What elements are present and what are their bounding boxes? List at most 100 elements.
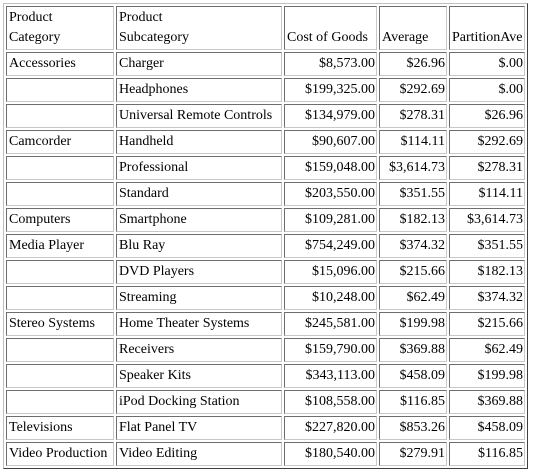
cell-product-category xyxy=(6,260,114,284)
header-partition-ave: PartitionAve xyxy=(449,6,525,50)
cell-partition-ave: $199.98 xyxy=(449,364,525,388)
cell-product-subcategory: Streaming xyxy=(116,286,282,310)
table-row: Televisions Flat Panel TV $227,820.00 $853.… xyxy=(6,416,525,440)
cell-product-subcategory: Receivers xyxy=(116,338,282,362)
cell-product-category xyxy=(6,156,114,180)
header-product-category-line2: Category xyxy=(9,30,61,45)
cell-cost-of-goods: $343,113.00 xyxy=(284,364,377,388)
cell-product-subcategory: Flat Panel TV xyxy=(116,416,282,440)
cell-product-category: Camcorder xyxy=(6,130,114,154)
cell-product-category: Stereo Systems xyxy=(6,312,114,336)
cell-cost-of-goods: $159,048.00 xyxy=(284,156,377,180)
cell-partition-ave: $374.32 xyxy=(449,286,525,310)
header-cost-of-goods: Cost of Goods xyxy=(284,6,377,50)
cell-product-category xyxy=(6,182,114,206)
cell-product-subcategory: Professional xyxy=(116,156,282,180)
cell-average: $369.88 xyxy=(379,338,447,362)
cell-product-subcategory: iPod Docking Station xyxy=(116,390,282,414)
cell-cost-of-goods: $754,249.00 xyxy=(284,234,377,258)
cell-cost-of-goods: $203,550.00 xyxy=(284,182,377,206)
cell-cost-of-goods: $227,820.00 xyxy=(284,416,377,440)
table-row: Computers Smartphone $109,281.00 $182.13 $3,… xyxy=(6,208,525,232)
cell-cost-of-goods: $109,281.00 xyxy=(284,208,377,232)
cell-average: $853.26 xyxy=(379,416,447,440)
cell-cost-of-goods: $90,607.00 xyxy=(284,130,377,154)
cell-product-category xyxy=(6,286,114,310)
cell-average: $26.96 xyxy=(379,52,447,76)
cell-product-category xyxy=(6,78,114,102)
header-product-category-line1: Product xyxy=(9,10,53,25)
cell-partition-ave: $.00 xyxy=(449,78,525,102)
header-product-category: Product Category xyxy=(6,6,114,50)
header-average: Average xyxy=(379,6,447,50)
cell-product-category: Video Production xyxy=(6,442,114,466)
cell-product-subcategory: Video Editing xyxy=(116,442,282,466)
table-row: Streaming $10,248.00 $62.49 $374.32 xyxy=(6,286,525,310)
table-row: Media Player Blu Ray $754,249.00 $374.32 $35… xyxy=(6,234,525,258)
cell-average: $114.11 xyxy=(379,130,447,154)
report-table: Product Category Product Subcategory Cost … xyxy=(3,3,528,469)
table-header: Product Category Product Subcategory Cost … xyxy=(6,6,525,50)
cell-product-category: Televisions xyxy=(6,416,114,440)
cell-product-category xyxy=(6,390,114,414)
cell-partition-ave: $458.09 xyxy=(449,416,525,440)
cell-product-subcategory: Smartphone xyxy=(116,208,282,232)
cell-partition-ave: $26.96 xyxy=(449,104,525,128)
cell-product-category: Computers xyxy=(6,208,114,232)
header-row: Product Category Product Subcategory Cost … xyxy=(6,6,525,50)
cell-product-subcategory: Handheld xyxy=(116,130,282,154)
cell-average: $279.91 xyxy=(379,442,447,466)
table-row: Camcorder Handheld $90,607.00 $114.11 $292.6… xyxy=(6,130,525,154)
table-body: Accessories Charger $8,573.00 $26.96 $.00 Hea… xyxy=(6,52,525,466)
cell-average: $116.85 xyxy=(379,390,447,414)
cell-product-subcategory: Universal Remote Controls xyxy=(116,104,282,128)
cell-partition-ave: $62.49 xyxy=(449,338,525,362)
cell-cost-of-goods: $134,979.00 xyxy=(284,104,377,128)
cell-product-category: Media Player xyxy=(6,234,114,258)
cell-partition-ave: $351.55 xyxy=(449,234,525,258)
cell-product-subcategory: Charger xyxy=(116,52,282,76)
table-row: Speaker Kits $343,113.00 $458.09 $199.98 xyxy=(6,364,525,388)
table-row: iPod Docking Station $108,558.00 $116.85 $3… xyxy=(6,390,525,414)
cell-average: $62.49 xyxy=(379,286,447,310)
cell-partition-ave: $116.85 xyxy=(449,442,525,466)
cell-product-category: Accessories xyxy=(6,52,114,76)
cell-average: $351.55 xyxy=(379,182,447,206)
cell-product-category xyxy=(6,338,114,362)
cell-product-subcategory: Home Theater Systems xyxy=(116,312,282,336)
cell-partition-ave: $3,614.73 xyxy=(449,208,525,232)
table-row: Receivers $159,790.00 $369.88 $62.49 xyxy=(6,338,525,362)
table-row: Universal Remote Controls $134,979.00 $278… xyxy=(6,104,525,128)
cell-cost-of-goods: $245,581.00 xyxy=(284,312,377,336)
cell-partition-ave: $215.66 xyxy=(449,312,525,336)
cell-cost-of-goods: $199,325.00 xyxy=(284,78,377,102)
table-row: Stereo Systems Home Theater Systems $245,5… xyxy=(6,312,525,336)
cell-average: $3,614.73 xyxy=(379,156,447,180)
cell-product-category xyxy=(6,104,114,128)
cell-average: $215.66 xyxy=(379,260,447,284)
header-product-subcategory-line2: Subcategory xyxy=(119,30,189,45)
cell-partition-ave: $182.13 xyxy=(449,260,525,284)
table-row: Standard $203,550.00 $351.55 $114.11 xyxy=(6,182,525,206)
cell-product-subcategory: Standard xyxy=(116,182,282,206)
table-row: DVD Players $15,096.00 $215.66 $182.13 xyxy=(6,260,525,284)
cell-product-subcategory: Blu Ray xyxy=(116,234,282,258)
cell-partition-ave: $292.69 xyxy=(449,130,525,154)
cell-partition-ave: $278.31 xyxy=(449,156,525,180)
cell-partition-ave: $.00 xyxy=(449,52,525,76)
cell-average: $182.13 xyxy=(379,208,447,232)
cell-cost-of-goods: $180,540.00 xyxy=(284,442,377,466)
table-row: Accessories Charger $8,573.00 $26.96 $.00 xyxy=(6,52,525,76)
cell-average: $292.69 xyxy=(379,78,447,102)
table-row: Video Production Video Editing $180,540.00… xyxy=(6,442,525,466)
cell-cost-of-goods: $8,573.00 xyxy=(284,52,377,76)
cell-product-subcategory: Speaker Kits xyxy=(116,364,282,388)
cell-partition-ave: $114.11 xyxy=(449,182,525,206)
header-product-subcategory-line1: Product xyxy=(119,10,163,25)
cell-average: $458.09 xyxy=(379,364,447,388)
cell-average: $278.31 xyxy=(379,104,447,128)
header-product-subcategory: Product Subcategory xyxy=(116,6,282,50)
cell-cost-of-goods: $10,248.00 xyxy=(284,286,377,310)
table-row: Professional $159,048.00 $3,614.73 $278.31 xyxy=(6,156,525,180)
cell-product-subcategory: DVD Players xyxy=(116,260,282,284)
